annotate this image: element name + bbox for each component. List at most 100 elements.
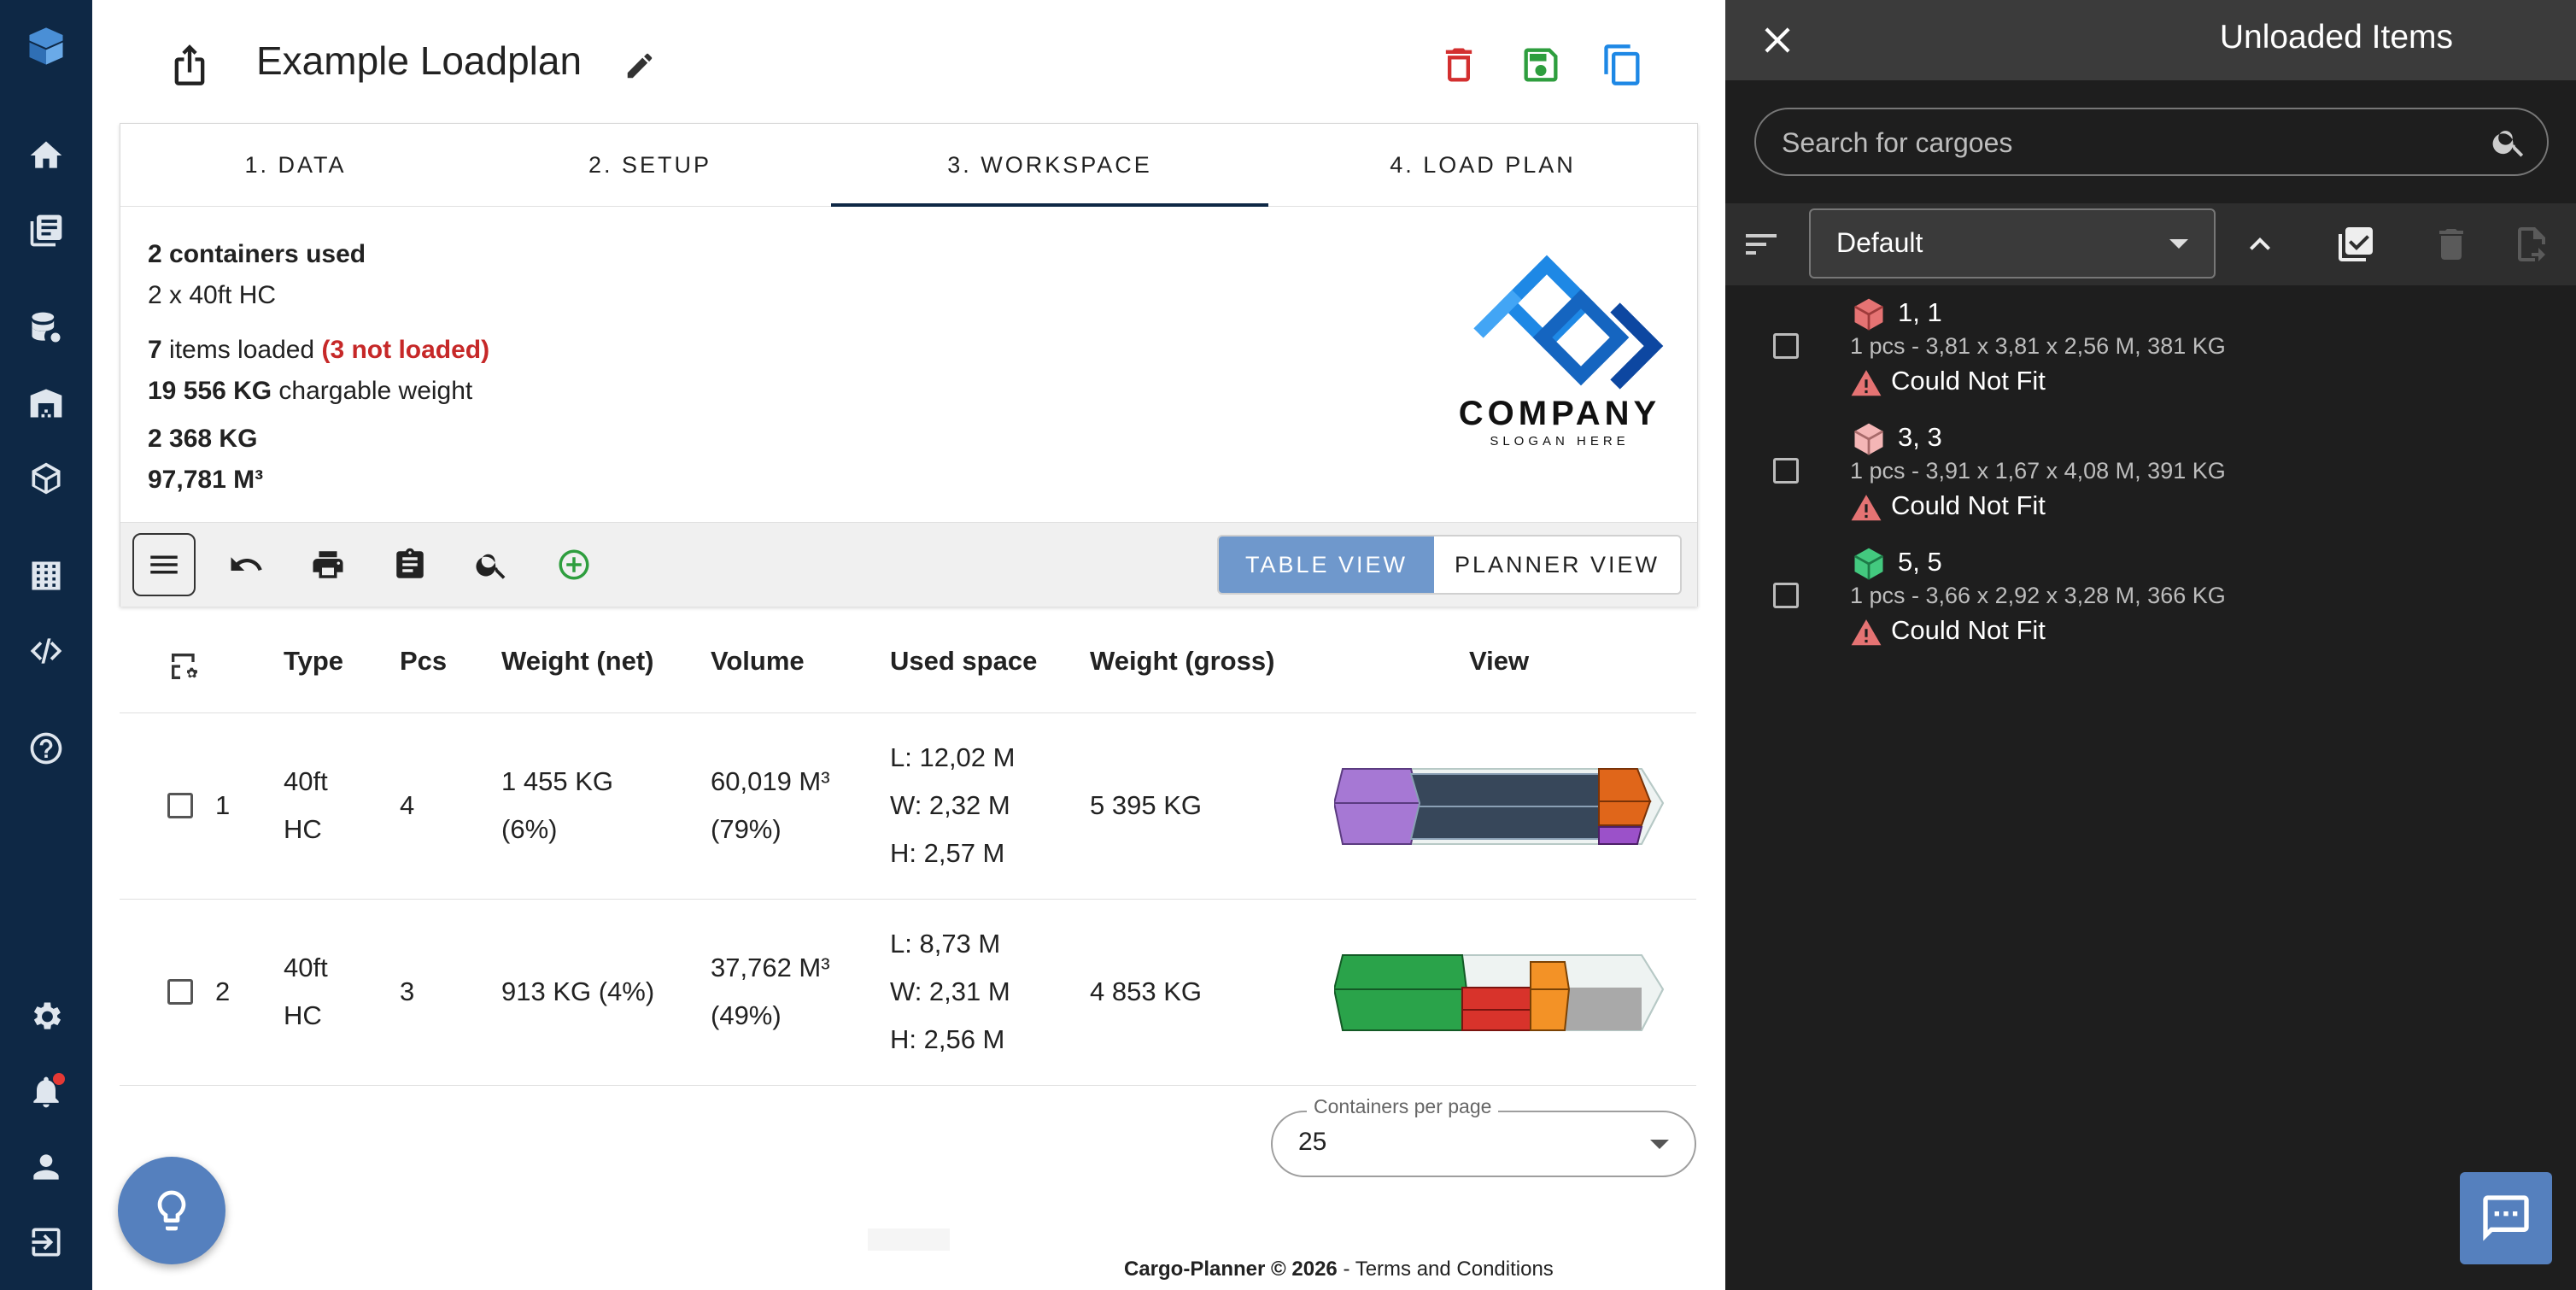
- column-used-space[interactable]: Used space: [890, 646, 1038, 676]
- user-icon[interactable]: [24, 1145, 68, 1189]
- database-settings-icon[interactable]: [24, 306, 68, 350]
- box-icon[interactable]: [24, 456, 68, 501]
- page-header: Example Loadplan: [92, 0, 1725, 123]
- column-volume[interactable]: Volume: [711, 646, 805, 676]
- company-logo: COMPANY SLOGAN HERE: [1444, 243, 1675, 449]
- unloaded-item[interactable]: 5, 5 1 pcs - 3,66 x 2,92 x 3,28 M, 366 K…: [1725, 545, 2576, 670]
- item-name: 3, 3: [1898, 422, 1942, 452]
- chevron-down-icon: [1650, 1140, 1669, 1149]
- cargo-planner-logo-icon[interactable]: [24, 24, 68, 68]
- tab-workspace[interactable]: 3. WORKSPACE: [831, 124, 1268, 207]
- menu-icon[interactable]: [132, 533, 196, 596]
- search-icon[interactable]: [460, 533, 524, 596]
- footer: Cargo-Planner © 2026 - Terms and Conditi…: [1124, 1258, 1554, 1281]
- tips-button[interactable]: [118, 1157, 225, 1264]
- view-toggle: TABLE VIEW PLANNER VIEW: [1217, 535, 1682, 595]
- column-weight-gross[interactable]: Weight (gross): [1090, 646, 1275, 676]
- row-type: 40ft HC: [284, 953, 328, 1030]
- cargo-search-field[interactable]: [1754, 108, 2549, 176]
- copy-icon[interactable]: [1601, 43, 1645, 87]
- items-loaded: 7 items loaded (3 not loaded): [148, 336, 490, 364]
- item-checkbox[interactable]: [1773, 458, 1799, 484]
- warehouse-icon[interactable]: [24, 381, 68, 425]
- tab-load-plan[interactable]: 4. LOAD PLAN: [1390, 152, 1576, 178]
- row-index: 1: [215, 790, 231, 820]
- not-loaded-count[interactable]: (3 not loaded): [321, 336, 490, 364]
- column-pcs[interactable]: Pcs: [400, 646, 448, 676]
- tab-bar: 1. DATA 2. SETUP 3. WORKSPACE 4. LOAD PL…: [120, 124, 1697, 207]
- settings-icon[interactable]: [24, 994, 68, 1039]
- row-used-space: L: 12,02 M W: 2,32 M H: 2,57 M: [890, 742, 1016, 868]
- main-content: Example Loadplan 1. DATA 2. SETUP 3. WOR…: [92, 0, 1725, 1290]
- sort-icon[interactable]: [1741, 224, 1782, 265]
- row-checkbox[interactable]: [167, 979, 193, 1005]
- print-icon[interactable]: [296, 533, 360, 596]
- warning-icon: [1851, 495, 1882, 521]
- planner-view-button[interactable]: PLANNER VIEW: [1434, 537, 1680, 593]
- code-icon[interactable]: [24, 629, 68, 673]
- notification-badge: [53, 1073, 65, 1085]
- delete-icon[interactable]: [2431, 224, 2472, 265]
- item-status: Could Not Fit: [1891, 615, 2046, 645]
- cargo-search-input[interactable]: [1780, 121, 2467, 164]
- column-weight-net[interactable]: Weight (net): [501, 646, 654, 676]
- containers-per-page-select[interactable]: Containers per page 25: [1271, 1095, 1696, 1177]
- row-weight-gross: 4 853 KG: [1090, 976, 1202, 1006]
- container-preview[interactable]: [1334, 945, 1667, 1039]
- warning-icon: [1851, 619, 1882, 646]
- item-checkbox[interactable]: [1773, 583, 1799, 608]
- row-pcs: 3: [400, 976, 415, 1006]
- documents-icon[interactable]: [24, 208, 68, 253]
- delete-icon[interactable]: [1437, 43, 1481, 87]
- logout-icon[interactable]: [24, 1220, 68, 1264]
- home-icon[interactable]: [24, 133, 68, 178]
- unloaded-item[interactable]: 1, 1 1 pcs - 3,81 x 3,81 x 2,56 M, 381 K…: [1725, 296, 2576, 420]
- page-title: Example Loadplan: [256, 38, 583, 83]
- lightbulb-icon: [157, 1190, 186, 1231]
- containers-per-page-label: Containers per page: [1307, 1095, 1499, 1118]
- table-row[interactable]: 2 40ft HC 3 913 KG (4%) 37,762 M³ (49%) L:…: [120, 899, 1696, 1086]
- table-settings-icon[interactable]: [167, 649, 202, 683]
- column-type[interactable]: Type: [284, 646, 344, 676]
- search-icon[interactable]: [2491, 123, 2528, 161]
- chevron-up-icon[interactable]: [2239, 224, 2280, 265]
- containers-used: 2 containers used: [148, 240, 366, 268]
- chat-button[interactable]: [2460, 1172, 2552, 1264]
- table-view-button[interactable]: TABLE VIEW: [1219, 537, 1434, 593]
- sort-bar: Default: [1725, 203, 2576, 285]
- item-name: 1, 1: [1898, 297, 1942, 327]
- containers-per-page-value: 25: [1298, 1128, 1327, 1156]
- save-icon[interactable]: [1519, 43, 1563, 87]
- undo-icon[interactable]: [214, 533, 278, 596]
- bell-icon[interactable]: [24, 1070, 68, 1114]
- loadplan-card: 1. DATA 2. SETUP 3. WORKSPACE 4. LOAD PL…: [120, 123, 1698, 607]
- drawer-title: Unloaded Items: [2219, 19, 2453, 56]
- add-circle-icon[interactable]: [542, 533, 606, 596]
- table-row[interactable]: 1 40ft HC 4 1 455 KG (6%) 60,019 M³ (79%) L…: [120, 712, 1696, 900]
- select-all-icon[interactable]: [2335, 224, 2376, 265]
- unloaded-items-drawer: Unloaded Items Default 1, 1 1 pcs - 3,81…: [1725, 0, 2576, 1290]
- terms-link[interactable]: Terms and Conditions: [1355, 1258, 1554, 1281]
- company-name: COMPANY: [1459, 395, 1660, 432]
- pencil-icon[interactable]: [624, 50, 656, 82]
- building-icon[interactable]: [24, 554, 68, 598]
- clipboard-icon[interactable]: [378, 533, 442, 596]
- close-icon[interactable]: [1756, 19, 1799, 62]
- tab-setup[interactable]: 2. SETUP: [588, 152, 712, 178]
- sort-select[interactable]: Default: [1809, 208, 2216, 279]
- item-description: 1 pcs - 3,66 x 2,92 x 3,28 M, 366 KG: [1850, 583, 2226, 608]
- unloaded-item[interactable]: 3, 3 1 pcs - 3,91 x 1,67 x 4,08 M, 391 K…: [1725, 420, 2576, 545]
- column-view: View: [1469, 646, 1530, 676]
- row-pcs: 4: [400, 790, 415, 820]
- row-weight-net: 1 455 KG (6%): [501, 766, 613, 844]
- footer-brand: Cargo-Planner © 2026: [1124, 1258, 1338, 1281]
- drawer-header: Unloaded Items: [1725, 0, 2576, 80]
- row-type: 40ft HC: [284, 766, 328, 844]
- row-checkbox[interactable]: [167, 793, 193, 818]
- move-to-container-icon[interactable]: [2511, 224, 2552, 265]
- container-preview[interactable]: [1334, 759, 1667, 853]
- tab-data[interactable]: 1. DATA: [244, 152, 347, 178]
- share-icon[interactable]: [167, 43, 212, 87]
- item-checkbox[interactable]: [1773, 333, 1799, 359]
- help-icon[interactable]: [24, 726, 68, 771]
